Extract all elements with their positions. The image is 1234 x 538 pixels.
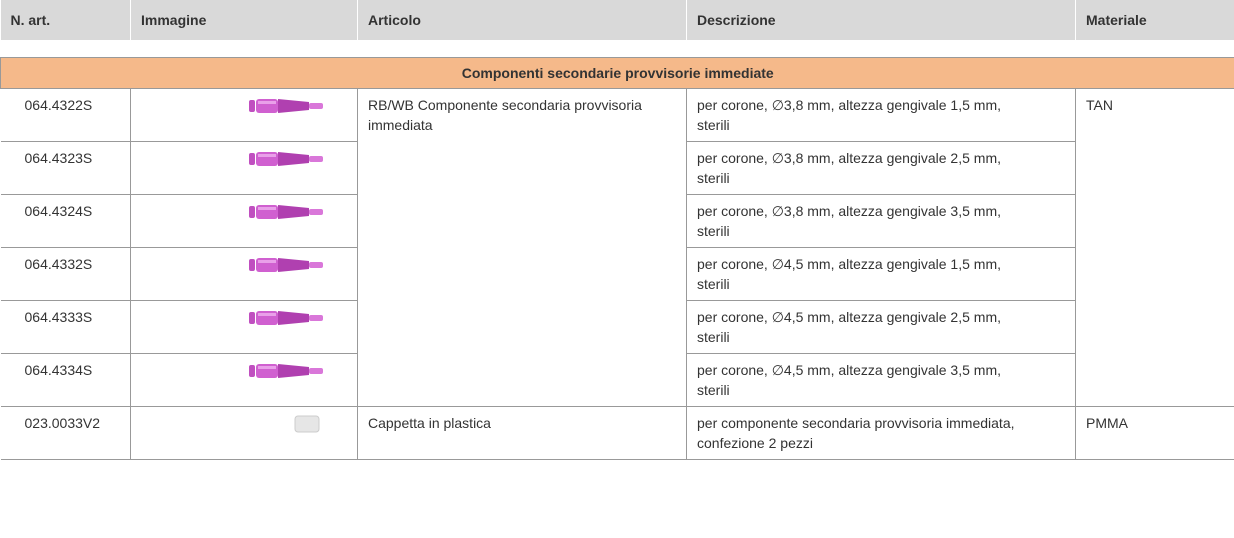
item-row: 064.4332S per corone, ∅4,5 mm, altezza ge… [0,247,1234,301]
article-number: 064.4334S [0,353,131,407]
description: per componente secondaria provvisoria im… [686,406,1076,460]
article-number: 064.4323S [0,141,131,195]
article-number: 023.0033V2 [0,406,131,460]
description: per corone, ∅3,8 mm, altezza gengivale 3… [686,194,1076,248]
description: per corone, ∅4,5 mm, altezza gengivale 1… [686,247,1076,301]
item-row: 023.0033V2 Cappetta in plastica per compon… [0,406,1234,460]
article-number: 064.4322S [0,88,131,142]
item-row: 064.4324S per corone, ∅3,8 mm, altezza ge… [0,194,1234,248]
description: per corone, ∅4,5 mm, altezza gengivale 3… [686,353,1076,407]
article-number: 064.4324S [0,194,131,248]
product-image [130,194,358,248]
item-row: 064.4334S per corone, ∅4,5 mm, altezza ge… [0,353,1234,407]
product-image [130,300,358,354]
product-table: N. art. Immagine Articolo Descrizione Materi… [0,0,1234,460]
description: per corone, ∅4,5 mm, altezza gengivale 2… [686,300,1076,354]
product-image [130,141,358,195]
column-header: Descrizione [686,0,1076,40]
table-body: Componenti secondarie provvisorie immedi… [0,40,1234,460]
product-image [130,353,358,407]
article-name: Cappetta in plastica [357,406,687,460]
section-title: Componenti secondarie provvisorie immedi… [0,57,1234,89]
product-image [130,88,358,142]
column-header: Materiale [1075,0,1234,40]
material: TAN [1075,88,1234,407]
item-row: 064.4323S per corone, ∅3,8 mm, altezza ge… [0,141,1234,195]
section-row: Componenti secondarie provvisorie immedi… [0,57,1234,89]
column-header: N. art. [0,0,131,40]
article-number: 064.4333S [0,300,131,354]
item-row: 064.4333S per corone, ∅4,5 mm, altezza ge… [0,300,1234,354]
description: per corone, ∅3,8 mm, altezza gengivale 1… [686,88,1076,142]
product-image [130,406,358,460]
material: PMMA [1075,406,1234,460]
product-image [130,247,358,301]
description: per corone, ∅3,8 mm, altezza gengivale 2… [686,141,1076,195]
column-header: Articolo [357,0,687,40]
item-row: 064.4322S RB/WB Componente secondaria pro… [0,88,1234,407]
column-header: Immagine [130,0,358,40]
article-name: RB/WB Componente secondaria provvisoria … [357,88,687,407]
article-number: 064.4332S [0,247,131,301]
header-row: N. art. Immagine Articolo Descrizione Materi… [0,0,1234,40]
